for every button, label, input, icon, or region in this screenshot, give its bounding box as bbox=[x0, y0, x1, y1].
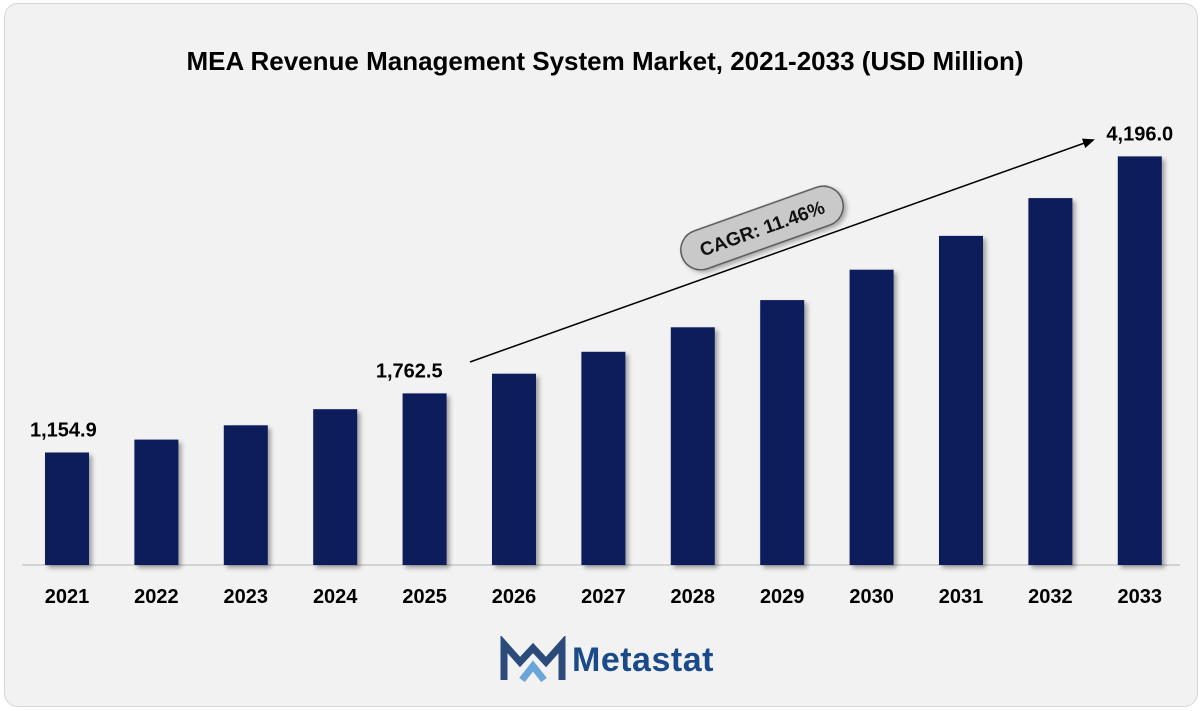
bar-2027 bbox=[581, 351, 626, 565]
bar-2025 bbox=[402, 393, 447, 565]
chart-title: MEA Revenue Management System Market, 20… bbox=[186, 46, 1024, 76]
x-tick-2023: 2023 bbox=[224, 586, 269, 608]
x-tick-2032: 2032 bbox=[1028, 586, 1073, 608]
cagr-arrow bbox=[469, 138, 1095, 363]
data-label-2025: 1,762.5 bbox=[376, 360, 443, 382]
logo-text: Metastat bbox=[572, 640, 714, 679]
cagr-pill-shape bbox=[680, 185, 844, 271]
cagr-pill: CAGR: 11.46% bbox=[680, 185, 844, 271]
bar-2033 bbox=[1117, 156, 1162, 565]
x-tick-2026: 2026 bbox=[492, 586, 537, 608]
data-labels: 1,154.9 1,762.5 4,196.0 bbox=[30, 123, 1173, 441]
bars-group bbox=[45, 156, 1162, 565]
bar-2032 bbox=[1028, 198, 1073, 565]
bar-2021 bbox=[45, 452, 89, 565]
data-label-2021: 1,154.9 bbox=[30, 420, 97, 442]
x-tick-2031: 2031 bbox=[939, 586, 984, 608]
bar-2026 bbox=[492, 373, 536, 565]
bar-2023 bbox=[223, 425, 268, 565]
bar-2028 bbox=[670, 327, 715, 565]
bar-2024 bbox=[313, 409, 358, 565]
bar-2029 bbox=[760, 300, 805, 565]
x-tick-2033: 2033 bbox=[1118, 586, 1163, 608]
metastat-logo-icon bbox=[500, 636, 566, 683]
x-tick-2021: 2021 bbox=[45, 586, 90, 608]
x-tick-2027: 2027 bbox=[581, 586, 626, 608]
bar-2022 bbox=[134, 439, 179, 565]
bar-2030 bbox=[849, 269, 894, 565]
metastat-logo: Metastat bbox=[500, 634, 714, 686]
x-tick-2030: 2030 bbox=[849, 586, 894, 608]
x-tick-2028: 2028 bbox=[671, 586, 716, 608]
x-tick-2022: 2022 bbox=[134, 586, 179, 608]
bar-2031 bbox=[939, 235, 983, 565]
x-tick-2024: 2024 bbox=[313, 586, 358, 608]
x-tick-labels: 2021 2022 2023 2024 2025 2026 2027 2028 2029 2030… bbox=[45, 586, 1162, 608]
x-tick-2025: 2025 bbox=[402, 586, 447, 608]
x-tick-2029: 2029 bbox=[760, 586, 805, 608]
data-label-2033: 4,196.0 bbox=[1106, 123, 1173, 145]
